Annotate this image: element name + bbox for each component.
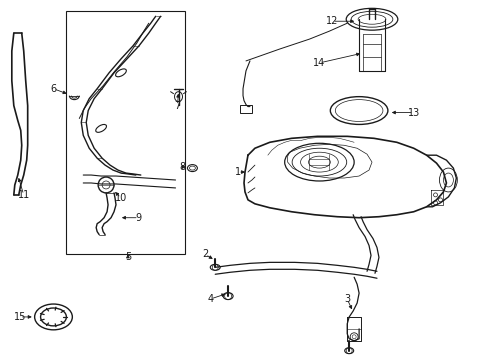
Text: 6: 6 bbox=[50, 84, 56, 94]
Text: 13: 13 bbox=[408, 108, 420, 117]
Text: 7: 7 bbox=[174, 100, 181, 111]
Text: 1: 1 bbox=[235, 167, 241, 177]
Text: 12: 12 bbox=[326, 16, 339, 26]
Text: 14: 14 bbox=[313, 58, 325, 68]
Bar bbox=[66, 11, 185, 255]
Text: 15: 15 bbox=[14, 312, 26, 322]
Text: 10: 10 bbox=[115, 193, 127, 203]
Text: 8: 8 bbox=[179, 162, 186, 172]
Text: 3: 3 bbox=[344, 294, 350, 304]
Text: 2: 2 bbox=[202, 249, 208, 260]
Text: 5: 5 bbox=[125, 252, 131, 262]
Text: 9: 9 bbox=[136, 213, 142, 223]
Text: 11: 11 bbox=[18, 190, 30, 200]
Text: 4: 4 bbox=[207, 294, 213, 304]
